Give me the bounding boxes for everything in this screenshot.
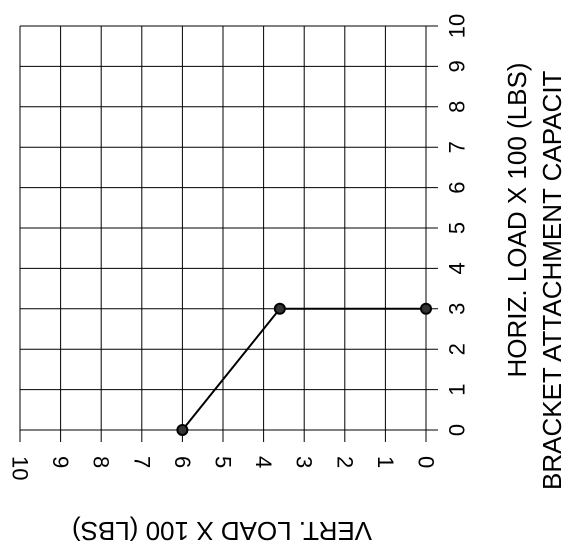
y-tick-label: 7 (445, 141, 470, 153)
x-tick-labels: 10 9 8 7 6 5 4 3 2 1 0 (8, 456, 439, 480)
points-layer (176, 302, 432, 436)
x-tick-label: 10 (8, 456, 33, 480)
y-tick-label: 3 (445, 303, 470, 315)
data-point (176, 424, 189, 436)
x-tick-label: 3 (292, 456, 317, 468)
chart-title: BRACKET ATTACHMENT CAPACIT (537, 70, 565, 490)
y-tick-label: 10 (445, 14, 470, 38)
y-tick-labels: 0 1 2 3 4 5 6 7 8 9 10 (445, 14, 470, 436)
data-point (420, 302, 432, 315)
x-tick-label: 6 (170, 456, 195, 468)
y-tick-label: 9 (445, 60, 470, 72)
y-tick-label: 1 (445, 383, 470, 395)
y-tick-label: 4 (445, 262, 470, 274)
y-tick-label: 8 (445, 101, 470, 113)
x-tick-label: 2 (332, 456, 357, 468)
x-tick-label: 4 (251, 456, 276, 468)
y-tick-label: 0 (445, 424, 470, 436)
x-tick-label: 1 (373, 456, 398, 468)
data-point (273, 302, 286, 315)
y-tick-label: 5 (445, 222, 470, 234)
y-axis-label: HORIZ. LOAD X 100 (LBS) (502, 63, 532, 378)
x-tick-label: 7 (129, 456, 154, 468)
x-tick-label: 8 (89, 456, 114, 468)
grid (19, 25, 438, 442)
y-tick-label: 6 (445, 181, 470, 193)
x-tick-label: 5 (211, 456, 236, 468)
y-tick-label: 2 (445, 343, 470, 355)
x-axis-label: VERT. LOAD X 100 (LBS) (72, 516, 372, 544)
x-tick-label: 9 (48, 456, 73, 468)
x-tick-label: 0 (414, 456, 439, 468)
